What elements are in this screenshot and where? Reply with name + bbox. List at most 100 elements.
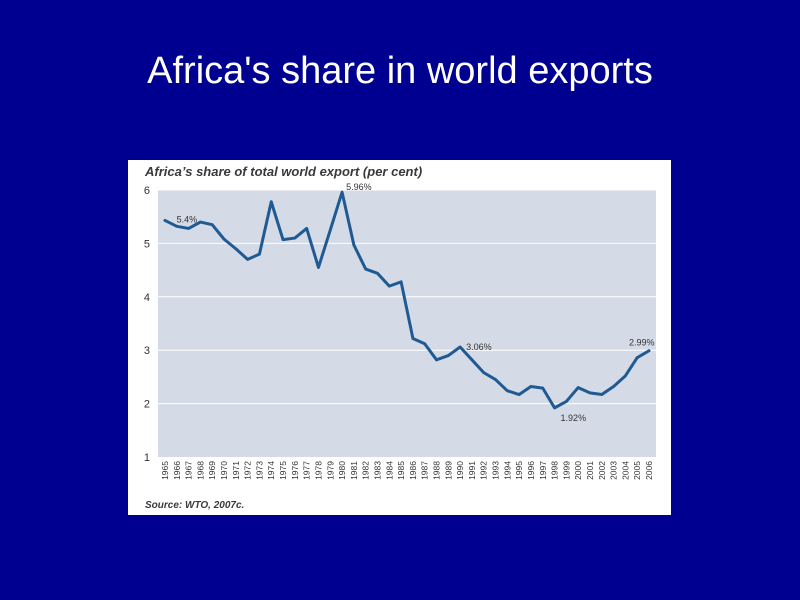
data-point [364, 267, 367, 271]
data-point [399, 280, 403, 284]
x-tick-label: 1994 [502, 461, 512, 480]
data-point [281, 238, 285, 241]
data-point [258, 252, 261, 256]
x-tick-label: 2000 [573, 461, 583, 480]
x-tick-label: 1988 [432, 461, 442, 480]
data-point [293, 236, 297, 240]
x-tick-label: 1993 [491, 461, 501, 480]
data-point [376, 272, 379, 275]
y-tick-label: 6 [144, 185, 150, 197]
data-point [423, 342, 426, 345]
data-point [600, 393, 603, 396]
x-tick-label: 1980 [337, 461, 347, 480]
x-tick-label: 1999 [561, 461, 571, 480]
x-tick-label: 1979 [325, 461, 335, 480]
x-tick-label: 1997 [538, 461, 548, 480]
x-tick-label: 1984 [384, 461, 394, 480]
x-tick-label: 1992 [479, 461, 489, 480]
x-tick-label: 2001 [585, 461, 595, 480]
series-line [163, 190, 651, 410]
x-tick-label: 1973 [254, 461, 264, 480]
data-label: 3.06% [466, 342, 492, 352]
data-point [435, 358, 438, 362]
slide-title: Africa's share in world exports [147, 50, 653, 92]
x-tick-label: 1991 [467, 461, 477, 480]
x-tick-label: 1965 [160, 461, 170, 480]
data-point [352, 243, 356, 247]
y-tick-label: 3 [144, 345, 150, 357]
x-tick-label: 1983 [372, 461, 382, 480]
data-point [635, 356, 639, 359]
x-tick-label: 2005 [632, 461, 642, 480]
data-point [199, 220, 202, 224]
chart-source: Source: WTO, 2007c. [145, 500, 244, 511]
x-tick-label: 1995 [514, 461, 524, 480]
data-point [494, 378, 497, 381]
data-label: 1.92% [561, 413, 587, 423]
x-tick-label: 2004 [620, 461, 630, 480]
data-point [222, 237, 226, 241]
x-tick-label: 2006 [644, 461, 654, 480]
data-point [624, 374, 627, 378]
x-tick-label: 1989 [443, 461, 453, 480]
data-point [246, 258, 249, 261]
x-tick-label: 1972 [243, 461, 253, 480]
x-tick-label: 1971 [231, 461, 241, 480]
data-point [388, 284, 391, 288]
data-point [482, 371, 485, 374]
data-point [187, 227, 190, 230]
data-point [588, 391, 592, 395]
x-tick-label: 1975 [278, 461, 288, 480]
x-tick-label: 1974 [266, 461, 276, 480]
data-label: 5.96% [346, 182, 372, 192]
x-tick-label: 1968 [195, 461, 205, 480]
data-point [329, 228, 332, 232]
x-tick-label: 1977 [302, 461, 312, 480]
data-point [175, 225, 179, 228]
x-tick-label: 1998 [550, 461, 560, 480]
x-tick-label: 1966 [172, 461, 182, 480]
data-point [317, 266, 320, 269]
x-tick-label: 1990 [455, 461, 465, 480]
data-point [470, 358, 474, 362]
y-tick-label: 4 [144, 292, 150, 304]
y-tick-label: 5 [144, 238, 150, 250]
data-point [458, 345, 462, 349]
x-tick-label: 1996 [526, 461, 536, 480]
x-tick-label: 1967 [184, 461, 194, 480]
data-point [576, 386, 580, 389]
data-point [211, 223, 214, 226]
data-point [553, 406, 556, 410]
line-chart: Africa’s share of total world export (pe… [144, 164, 656, 511]
data-point [565, 400, 568, 403]
data-point [270, 200, 273, 203]
data-point [447, 354, 450, 357]
x-tick-label: 1981 [349, 461, 359, 480]
x-tick-label: 2003 [609, 461, 619, 480]
y-tick-label: 2 [144, 399, 150, 411]
data-point [529, 385, 533, 388]
x-tick-label: 1986 [408, 461, 418, 480]
x-tick-label: 1982 [361, 461, 371, 480]
data-point [234, 247, 238, 250]
x-tick-label: 1969 [207, 461, 217, 480]
x-tick-label: 1978 [313, 461, 323, 480]
chart-title: Africa’s share of total world export (pe… [144, 164, 422, 179]
y-tick-label: 1 [144, 452, 150, 464]
x-tick-label: 1987 [420, 461, 430, 480]
x-tick-label: 1970 [219, 461, 229, 480]
chart-figure: Africa’s share of total world export (pe… [128, 160, 671, 515]
x-tick-label: 1976 [290, 461, 300, 480]
plot-area [158, 190, 656, 457]
data-point [612, 385, 615, 388]
data-point [163, 219, 167, 222]
data-label: 5.4% [177, 214, 198, 224]
data-point [305, 227, 308, 230]
data-point [647, 349, 651, 352]
data-point [517, 393, 521, 396]
data-point [411, 337, 415, 340]
data-point [340, 190, 344, 194]
data-label: 2.99% [629, 338, 655, 348]
data-point [506, 389, 509, 392]
data-point [541, 386, 544, 390]
